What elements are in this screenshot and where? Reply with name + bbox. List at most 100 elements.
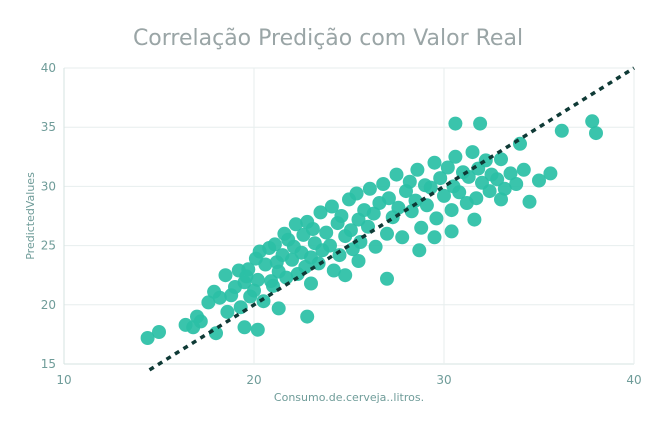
data-point [503, 166, 518, 181]
data-point [258, 257, 273, 272]
grid [63, 67, 635, 365]
data-point [410, 162, 425, 177]
data-point [288, 217, 303, 232]
data-point [267, 237, 282, 252]
data-point [193, 314, 208, 329]
data-point [427, 230, 442, 245]
data-point [305, 222, 320, 236]
data-point [304, 276, 318, 291]
data-point [440, 160, 455, 175]
data-point [343, 223, 358, 238]
data-point [366, 206, 381, 221]
data-point [543, 166, 558, 181]
data-points [140, 114, 603, 345]
y-tick-label: 35 [41, 120, 56, 134]
data-point [473, 116, 488, 131]
x-tick-label: 10 [56, 373, 71, 387]
data-point [448, 149, 463, 164]
data-point [490, 172, 505, 187]
data-point [241, 262, 256, 277]
tick-labels: 15 20 25 30 35 40 10 20 30 40 [41, 61, 642, 387]
x-axis-label: Consumo.de.cerveja..litros. [274, 391, 424, 404]
y-tick-label: 20 [41, 298, 56, 312]
y-tick-label: 40 [41, 61, 56, 75]
data-point [497, 181, 512, 196]
y-tick-label: 15 [41, 357, 56, 371]
data-point [532, 173, 546, 188]
data-point [247, 283, 261, 298]
data-point [338, 268, 353, 283]
data-point [218, 268, 233, 283]
data-point [419, 198, 434, 213]
data-point [402, 174, 417, 189]
data-point [250, 272, 265, 287]
data-point [140, 331, 155, 345]
data-point [465, 145, 480, 160]
data-point [381, 191, 396, 206]
data-point [448, 116, 463, 131]
data-point [326, 263, 341, 278]
data-point [554, 123, 569, 138]
data-point [412, 243, 427, 258]
data-point [444, 203, 459, 218]
x-tick-label: 30 [436, 373, 451, 387]
data-point [212, 290, 227, 305]
data-point [332, 248, 347, 263]
data-point [433, 171, 448, 186]
data-point [271, 301, 286, 316]
data-point [324, 199, 339, 214]
data-point [509, 177, 524, 191]
data-point [429, 211, 444, 226]
data-point [353, 235, 368, 249]
data-point [250, 322, 265, 337]
data-point [467, 212, 482, 227]
data-point [380, 271, 394, 286]
data-point [427, 155, 442, 170]
data-point [513, 136, 527, 151]
data-point [389, 167, 404, 182]
data-point [469, 191, 484, 206]
data-point [391, 200, 406, 215]
data-point [516, 162, 531, 177]
data-point [395, 230, 410, 245]
data-point [589, 126, 603, 141]
data-point [349, 186, 364, 201]
data-point [494, 152, 508, 167]
data-point [404, 204, 419, 219]
data-point [233, 300, 248, 315]
data-point [368, 239, 383, 254]
data-point [220, 304, 235, 319]
data-point [376, 177, 391, 191]
y-axis-label: PredictedValues [24, 172, 37, 260]
data-point [334, 209, 349, 223]
data-point [237, 320, 252, 335]
x-tick-label: 40 [626, 373, 641, 387]
data-point [279, 270, 294, 285]
data-point [444, 224, 459, 239]
data-point [408, 193, 423, 208]
data-point [423, 180, 438, 195]
y-tick-label: 25 [41, 239, 56, 253]
data-point [585, 114, 600, 129]
data-point [351, 254, 366, 268]
data-point [201, 295, 216, 310]
data-point [482, 184, 497, 199]
data-point [380, 226, 394, 241]
chart-title: Correlação Predição com Valor Real [133, 26, 523, 51]
data-point [319, 225, 334, 240]
data-point [452, 185, 467, 200]
data-point [313, 205, 328, 220]
data-point [522, 194, 537, 209]
x-tick-label: 20 [246, 373, 261, 387]
data-point [362, 181, 377, 196]
data-point [311, 256, 326, 271]
data-point [152, 325, 166, 339]
data-point [256, 294, 271, 309]
data-point [300, 309, 315, 324]
y-tick-label: 30 [41, 179, 56, 193]
data-point [494, 192, 508, 207]
data-point [323, 238, 337, 253]
data-point [414, 220, 429, 235]
